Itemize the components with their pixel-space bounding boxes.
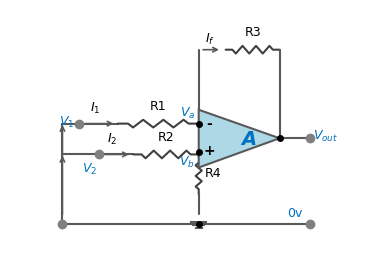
- Text: $V_2$: $V_2$: [82, 162, 97, 177]
- Text: R2: R2: [158, 131, 174, 144]
- Polygon shape: [199, 110, 280, 168]
- Text: $I_2$: $I_2$: [107, 132, 118, 147]
- Text: R3: R3: [244, 26, 261, 39]
- Text: -: -: [207, 117, 212, 131]
- Text: +: +: [204, 144, 215, 158]
- Text: R1: R1: [150, 100, 166, 113]
- Text: $V_1$: $V_1$: [59, 115, 75, 130]
- Text: $I_1$: $I_1$: [90, 101, 100, 116]
- Text: $I_f$: $I_f$: [205, 32, 215, 48]
- Text: $V_b$: $V_b$: [179, 155, 195, 170]
- Text: A: A: [241, 130, 256, 149]
- Text: $V_a$: $V_a$: [179, 105, 195, 121]
- Text: R4: R4: [205, 167, 221, 180]
- Text: 0v: 0v: [287, 207, 303, 220]
- Text: $V_{out}$: $V_{out}$: [314, 129, 339, 144]
